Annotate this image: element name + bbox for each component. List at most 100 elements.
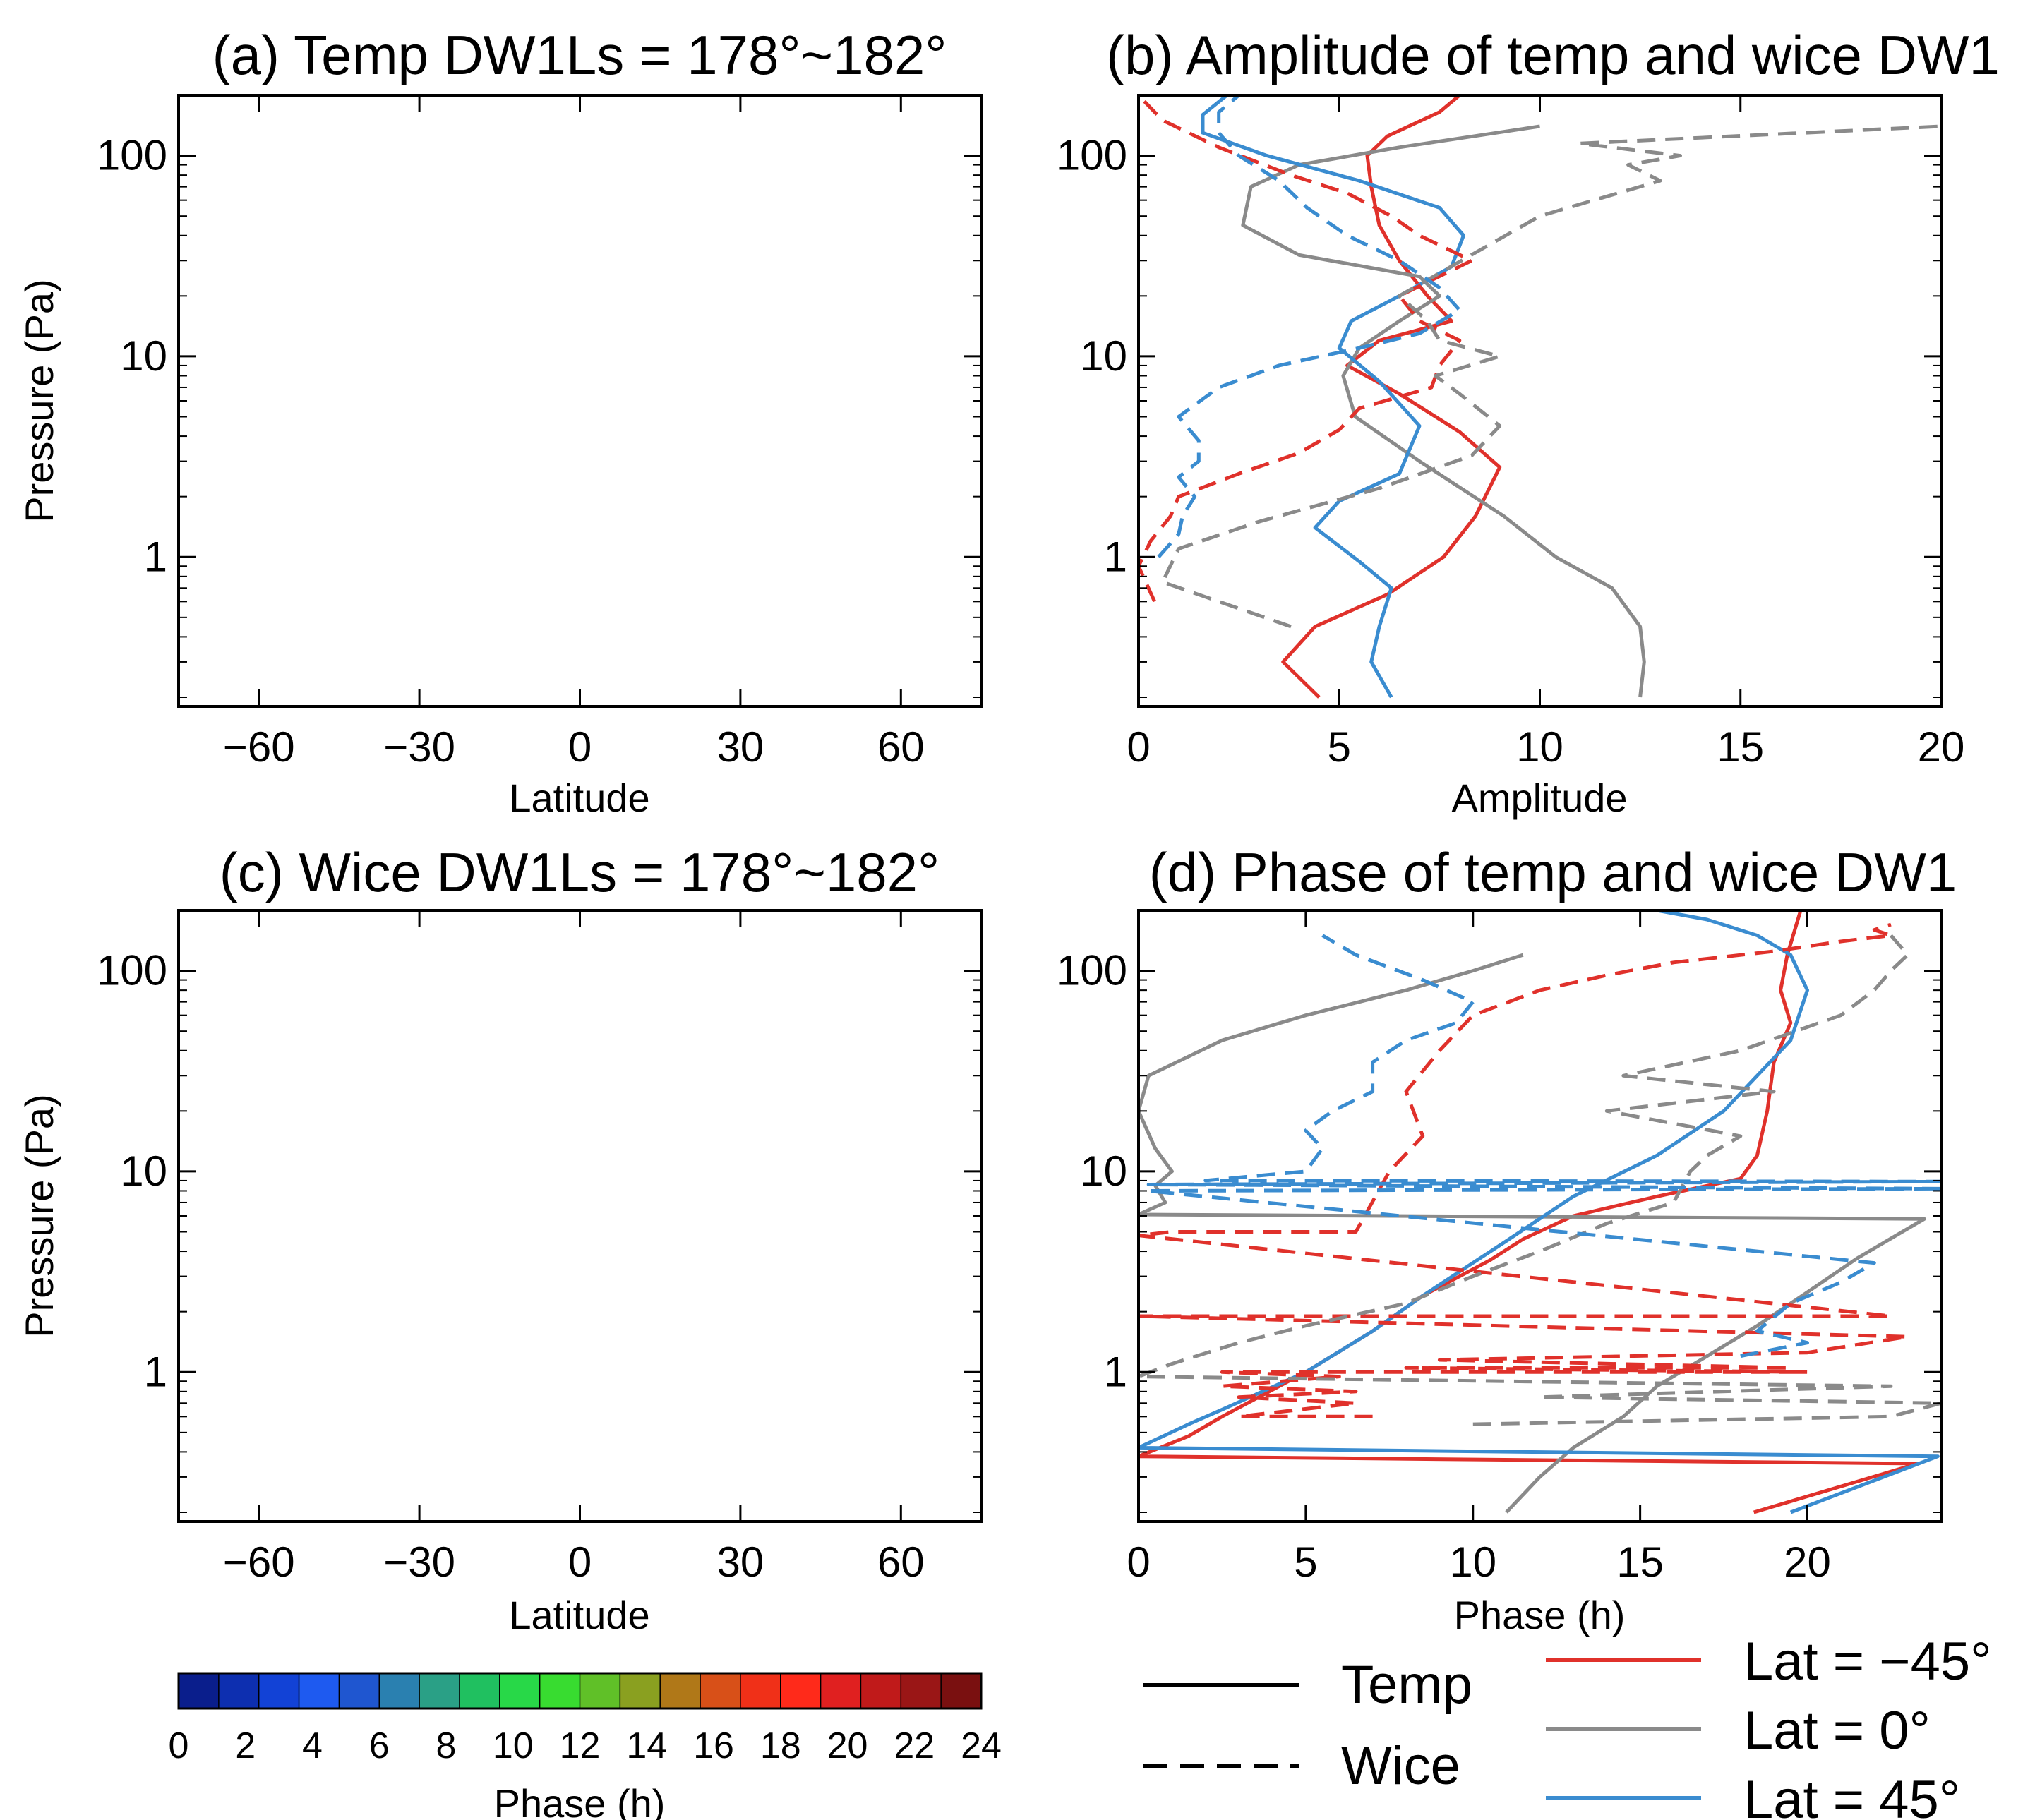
panel-c-contour-label: 2: [682, 968, 703, 1011]
panel-c-contour-line: [402, 1092, 694, 1339]
panel-a-contour-line: [474, 650, 670, 706]
colorbar-swatch: [499, 1673, 541, 1709]
panel-c-frame: [177, 909, 983, 1523]
colorbar-swatch: [178, 1673, 220, 1709]
panel-b: (b) Amplitude of temp and wice DW1 0 5 10 1…: [1057, 24, 2000, 820]
colorbar-ticks: 0 2 4 6 8 10 12 14 16 18 20 22 24: [169, 1725, 1002, 1766]
panel-c-contour-line: [209, 958, 341, 1083]
panel-c-contour-label: 6: [521, 1445, 542, 1487]
colorbar-tick-label: 24: [961, 1725, 1002, 1766]
panel-a-contour-line: [241, 485, 325, 634]
colorbar-swatch: [338, 1673, 380, 1709]
panel-b-series-2: [1201, 95, 1465, 699]
panel-c-contour-line: [450, 1111, 646, 1272]
panel-c-contour-label: 8: [529, 1402, 551, 1445]
panel-d-xtick-label: 0: [1127, 1538, 1150, 1586]
panel-b-series-5: [1157, 95, 1462, 558]
panel-c-ytick-label: 10: [120, 1147, 167, 1195]
panel-a-contour-label: 6: [802, 300, 823, 342]
panel-c-contour-label: 2: [216, 1047, 237, 1090]
panel-b-xtick-label: 15: [1717, 723, 1764, 771]
panel-b-xtick-label: 20: [1918, 723, 1965, 771]
legend-lat-m45-label: Lat = −45°: [1743, 1632, 1992, 1692]
panel-a-contour-label: 6: [272, 349, 294, 391]
panel-c-ylabel: Pressure (Pa): [17, 1094, 61, 1337]
panel-c-xtick-label: 0: [568, 1538, 592, 1586]
panel-c-contour-label: 6: [842, 1317, 863, 1359]
panel-d-series-3: [1139, 922, 1910, 1418]
panel-a-contour-line: [466, 173, 694, 323]
panel-a-contour-label: 6: [521, 410, 542, 452]
panel-a-contour-line: [209, 387, 373, 659]
panel-a-contour-label: 3: [875, 104, 896, 147]
panel-a-contour-line: [771, 191, 822, 268]
panel-d-title: (d) Phase of temp and wice DW1: [1149, 841, 1957, 903]
panel-a-ytick-label: 100: [97, 132, 167, 179]
panel-d-ytick-label: 100: [1057, 947, 1127, 994]
colorbar-swatch: [860, 1673, 902, 1709]
panel-b-series-4: [1160, 124, 1941, 629]
panel-c-contour-label: 2: [425, 1433, 446, 1475]
panel-c-contour-line: [763, 1215, 942, 1462]
panel-c-ytick-label: 1: [144, 1348, 167, 1395]
panel-a-contour-line: [747, 167, 894, 390]
panel-b-ytick-label: 10: [1080, 332, 1127, 380]
panel-b-lines: [1139, 95, 1941, 699]
panel-d-series-2: [1139, 910, 1940, 1514]
colorbar-tick-label: 22: [894, 1725, 935, 1766]
legend-lat-45-label: Lat = 45°: [1743, 1770, 1960, 1820]
panel-c-contour-label: 4: [409, 1267, 430, 1310]
panel-a-contour-line: [514, 430, 630, 531]
panel-a-ytick-label: 1: [144, 533, 167, 580]
panel-a-title: (a) Temp DW1Ls = 178°~182°: [212, 24, 947, 86]
panel-a-contour-label: 3: [706, 440, 727, 483]
panel-a-xtick-label: 30: [717, 723, 764, 771]
panel-c-title: (c) Wice DW1Ls = 178°~182°: [220, 841, 940, 903]
panel-c-contour-label: 6: [224, 1426, 246, 1469]
panel-d-axes: 0 5 10 15 20 1 10 100: [1057, 910, 1941, 1586]
colorbar-tick-label: 16: [693, 1725, 734, 1766]
panel-d: (d) Phase of temp and wice DW1 0 5 10 15 20 1…: [1057, 841, 1957, 1637]
panel-c-contour-label: 2: [208, 1322, 229, 1365]
panel-c-contour-line: [803, 1263, 887, 1389]
panel-d-ytick-label: 1: [1104, 1348, 1127, 1395]
panel-c-contour-line: [282, 1257, 429, 1456]
colorbar-tick-label: 8: [436, 1725, 457, 1766]
panel-a-contour-label: 3: [240, 318, 261, 361]
panel-c-xtick-label: 30: [717, 1538, 764, 1586]
legend-lat-0-label: Lat = 0°: [1743, 1701, 1931, 1761]
panel-c-contour-line: [474, 994, 525, 1047]
panel-c-xtick-label: −60: [223, 1538, 295, 1586]
panel-d-xlabel: Phase (h): [1454, 1593, 1626, 1637]
colorbar-swatch: [218, 1673, 260, 1709]
panel-b-title: (b) Amplitude of temp and wice DW1: [1106, 24, 2000, 86]
panel-c-axes: −60 −30 0 30 60 1 10 100: [97, 910, 981, 1586]
panel-b-series-0: [1281, 95, 1502, 699]
panel-c-xlabel: Latitude: [509, 1593, 649, 1637]
colorbar-label: Phase (h): [494, 1781, 666, 1820]
panel-a-xlabel: Latitude: [509, 776, 649, 820]
panel-a-xtick-label: −30: [383, 723, 455, 771]
panel-c-contour-label: 8: [529, 1152, 551, 1194]
panel-c: (c) Wice DW1Ls = 178°~182° 22 28644246268…: [17, 841, 983, 1637]
panel-c-contour-label: 2: [666, 1060, 687, 1102]
panel-d-lines: [1139, 910, 1941, 1514]
panel-d-xtick-label: 5: [1294, 1538, 1317, 1586]
panel-d-ytick-label: 10: [1080, 1147, 1127, 1195]
colorbar-swatch: [900, 1673, 942, 1709]
panel-a-ytick-label: 10: [120, 332, 167, 380]
colorbar-swatch: [298, 1673, 340, 1709]
colorbar-tick-label: 4: [302, 1725, 323, 1766]
colorbar-swatch: [419, 1673, 461, 1709]
panel-a-contour-line: [474, 393, 670, 555]
colorbar-tick-label: 20: [827, 1725, 868, 1766]
panel-c-contour-label: 4: [802, 1390, 823, 1432]
panel-c-contour-label: 2: [906, 1280, 928, 1322]
panel-d-series-0: [1139, 910, 1920, 1514]
colorbar-tick-label: 14: [626, 1725, 667, 1766]
panel-c-contour-line: [345, 1043, 782, 1364]
legend-temp-label: Temp: [1341, 1655, 1472, 1715]
colorbar-swatch: [619, 1673, 661, 1709]
